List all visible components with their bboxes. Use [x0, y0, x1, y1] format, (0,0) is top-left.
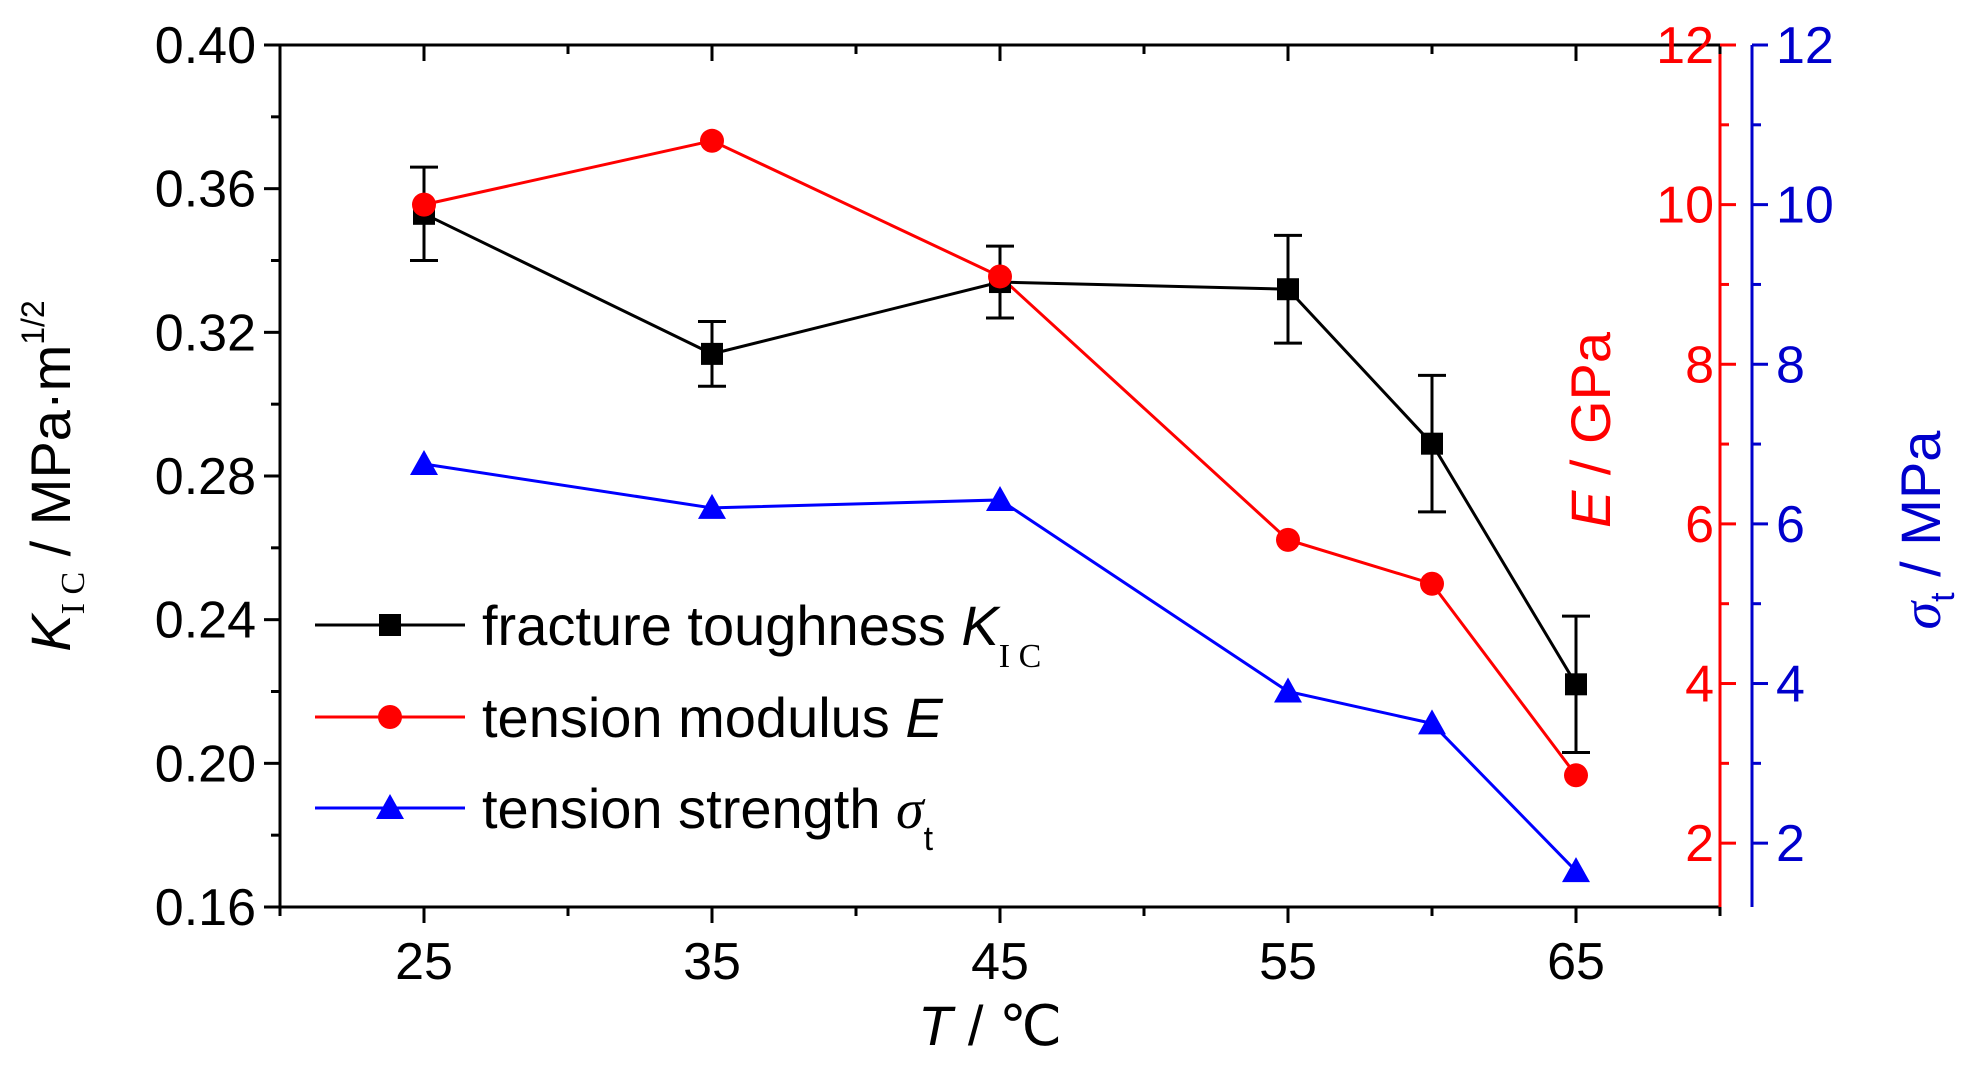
- legend-label-E: tension modulus E: [482, 686, 943, 749]
- y-left-tick-label: 0.40: [155, 17, 256, 75]
- y-right-sigma-tick-label: 12: [1776, 17, 1834, 75]
- data-point-E: [988, 264, 1012, 289]
- y-right-sigma-axis-title: σt / MPa: [1889, 430, 1962, 630]
- y-right-sigma-title-var: σ: [1891, 599, 1953, 629]
- legend-marker-K: [379, 614, 401, 636]
- legend-label-sigma: tension strength σt: [482, 777, 934, 858]
- y-right-E-tick-label: 4: [1685, 656, 1714, 714]
- y-left-tick-label: 0.20: [155, 735, 256, 793]
- y-right-sigma-tick-label: 10: [1776, 177, 1834, 235]
- y-right-sigma-tick-label: 2: [1776, 815, 1805, 873]
- data-point-sigma: [1418, 709, 1446, 735]
- y-left-tick-label: 0.28: [155, 448, 256, 506]
- legend-var: E: [905, 686, 943, 749]
- legend-marker-sigma: [376, 794, 404, 819]
- y-right-sigma-title-unit: / MPa: [1889, 430, 1952, 593]
- data-point-E: [412, 192, 436, 217]
- data-point-E: [1276, 527, 1300, 552]
- y-left-tick-label: 0.36: [155, 161, 256, 219]
- legend-var: σ: [896, 779, 926, 841]
- legend-text: fracture toughness: [482, 594, 961, 657]
- series-line-E: [423, 139, 1578, 777]
- data-point-sigma: [1562, 857, 1590, 883]
- legend-label-K: fracture toughness KI C: [482, 594, 1041, 675]
- y-right-E-tick-label: 8: [1685, 336, 1714, 394]
- x-axis-title: T / ℃: [918, 994, 1062, 1057]
- x-tick-label: 65: [1547, 933, 1605, 991]
- x-tick-label: 35: [683, 933, 741, 991]
- data-point-K: [1277, 278, 1299, 301]
- data-point-sigma: [410, 450, 438, 476]
- y-left-tick-label: 0.16: [155, 879, 256, 937]
- legend-var: K: [961, 594, 1001, 657]
- x-axis-title-var: T: [918, 994, 956, 1057]
- y-right-E-axis-title: E / GPa: [1559, 331, 1622, 528]
- data-point-K: [1565, 673, 1587, 696]
- legend-sub: t: [924, 820, 934, 858]
- y-right-E-title-unit: / GPa: [1559, 331, 1622, 491]
- series-line-sigma: [423, 462, 1578, 873]
- y-right-E-tick-label: 2: [1685, 815, 1714, 873]
- data-point-E: [1564, 763, 1588, 788]
- data-point-E: [700, 128, 724, 153]
- y-left-title-sub: I C: [55, 572, 92, 615]
- data-point-sigma: [1274, 677, 1302, 703]
- data-point-K: [1421, 432, 1443, 455]
- y-left-title-sup: 1/2: [15, 300, 51, 344]
- data-point-sigma: [986, 485, 1014, 511]
- y-right-E-title-var: E: [1559, 490, 1622, 528]
- x-axis-title-unit: / ℃: [952, 994, 1062, 1057]
- y-right-sigma-tick-label: 4: [1776, 656, 1805, 714]
- data-point-E: [1420, 571, 1444, 596]
- series-line-K: [423, 212, 1578, 686]
- y-left-title-unit: / MPa·m: [19, 345, 82, 572]
- x-tick-label: 55: [1259, 933, 1317, 991]
- data-point-sigma: [698, 493, 726, 519]
- y-left-axis-title: KI C / MPa·m1/2: [15, 300, 92, 651]
- legend-text: tension modulus: [482, 686, 905, 749]
- legend-sub: I C: [999, 638, 1042, 675]
- y-right-E-tick-label: 12: [1656, 17, 1714, 75]
- data-point-K: [701, 342, 723, 365]
- legend-marker-E: [378, 705, 402, 729]
- y-right-sigma-tick-label: 8: [1776, 336, 1805, 394]
- x-tick-label: 45: [971, 933, 1029, 991]
- y-right-E-tick-label: 6: [1685, 496, 1714, 554]
- y-left-tick-label: 0.32: [155, 304, 256, 362]
- y-right-sigma-title-sub: t: [1924, 592, 1962, 602]
- y-left-title-var: K: [19, 612, 82, 652]
- y-left-tick-label: 0.24: [155, 592, 256, 650]
- legend-text: tension strength: [482, 777, 896, 840]
- x-tick-label: 25: [395, 933, 453, 991]
- y-right-sigma-tick-label: 6: [1776, 496, 1805, 554]
- y-right-E-tick-label: 10: [1656, 177, 1714, 235]
